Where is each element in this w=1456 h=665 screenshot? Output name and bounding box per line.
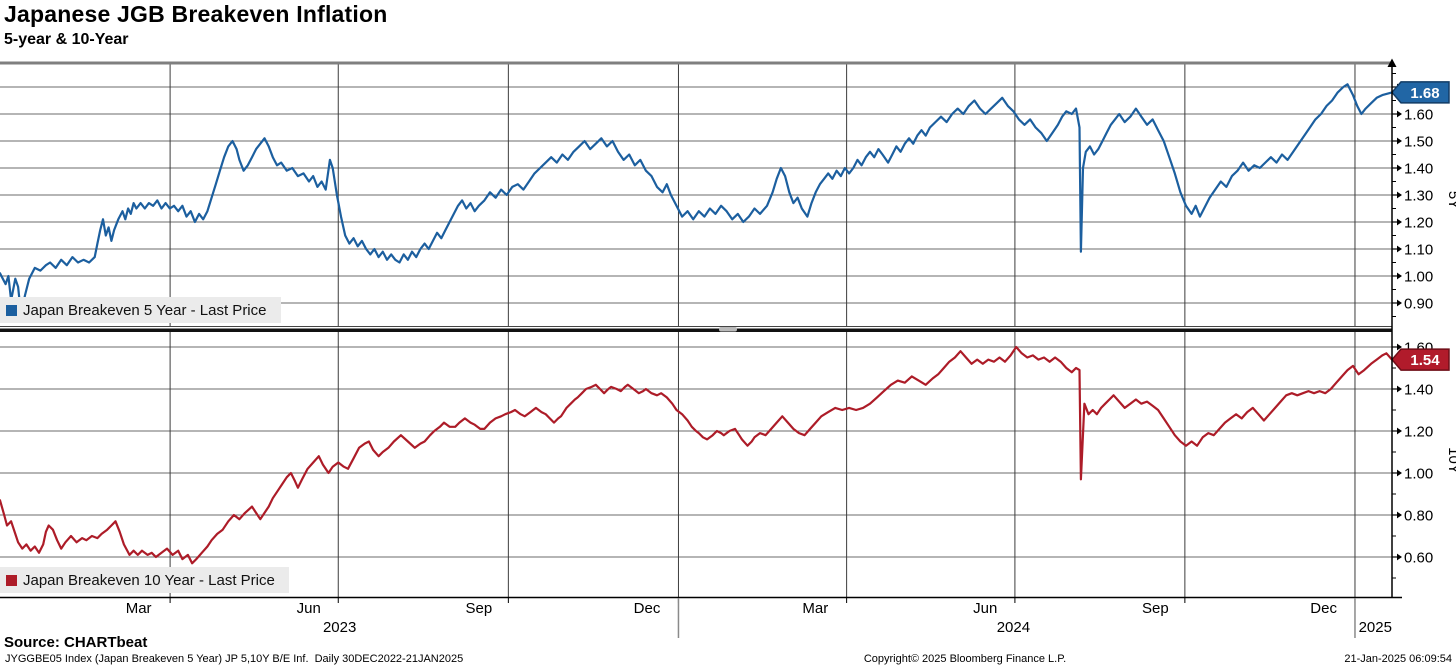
timestamp-label: 21-Jan-2025 06:09:54: [1344, 653, 1452, 665]
x-year-label: 2024: [997, 619, 1030, 636]
page-subtitle: 5-year & 10-Year: [4, 31, 129, 48]
svg-text:1.68: 1.68: [1410, 85, 1439, 102]
series-line-10y: [0, 345, 1394, 565]
legend-10y-label: Japan Breakeven 10 Year - Last Price: [23, 571, 275, 589]
legend-5y-label: Japan Breakeven 5 Year - Last Price: [23, 301, 267, 319]
y-tick-label: 0.60: [1404, 549, 1433, 566]
x-month-label: Sep: [1142, 600, 1169, 617]
y-tick-label: 1.60: [1404, 107, 1433, 124]
axis-name-10y: 10Y: [1445, 447, 1456, 474]
y-tick-label: 1.20: [1404, 214, 1433, 231]
source-label: Source: CHARTbeat: [4, 634, 148, 651]
x-month-label: Mar: [802, 600, 828, 617]
legend-swatch-10y-icon: [6, 574, 17, 586]
y-tick-label: 1.10: [1404, 241, 1433, 258]
legend-10y[interactable]: Japan Breakeven 10 Year - Last Price: [0, 567, 289, 593]
last-price-badge-5y: 1.68: [1391, 81, 1450, 104]
y-tick-label: 1.00: [1404, 268, 1433, 285]
svg-text:1.54: 1.54: [1410, 352, 1440, 369]
x-month-label: Dec: [634, 600, 661, 617]
copyright-label: Copyright© 2025 Bloomberg Finance L.P.: [863, 653, 1067, 665]
x-month-label: Dec: [1310, 600, 1337, 617]
y-tick-label: 0.80: [1404, 507, 1433, 524]
y-tick-label: 1.30: [1404, 187, 1433, 204]
axis-name-5y: 5Y: [1445, 191, 1456, 209]
series-line-5y: [0, 83, 1394, 315]
x-month-label: Mar: [126, 600, 152, 617]
x-year-label: 2025: [1359, 619, 1392, 636]
x-month-label: Sep: [465, 600, 492, 617]
divider-grip[interactable]: [719, 327, 737, 332]
x-year-label: 2023: [323, 619, 356, 636]
y-tick-label: 1.20: [1404, 423, 1433, 440]
legend-5y[interactable]: Japan Breakeven 5 Year - Last Price: [0, 297, 281, 323]
y-tick-label: 1.00: [1404, 465, 1433, 482]
x-month-label: Jun: [297, 600, 321, 617]
x-month-label: Jun: [973, 600, 997, 617]
y-tick-label: 0.90: [1404, 295, 1433, 312]
ticker-description: JYGGBE05 Index (Japan Breakeven 5 Year) …: [5, 653, 464, 665]
axis-up-arrow-icon: [1387, 58, 1397, 67]
y-tick-label: 1.50: [1404, 134, 1433, 151]
legend-swatch-5y-icon: [6, 304, 17, 316]
y-tick-label: 1.40: [1404, 160, 1433, 177]
panel-5y: 0.901.001.101.201.301.401.501.601.705Y1.…: [0, 61, 1456, 326]
last-price-badge-10y: 1.54: [1391, 348, 1450, 371]
y-tick-label: 1.40: [1404, 381, 1433, 398]
page-title: Japanese JGB Breakeven Inflation: [4, 1, 388, 27]
